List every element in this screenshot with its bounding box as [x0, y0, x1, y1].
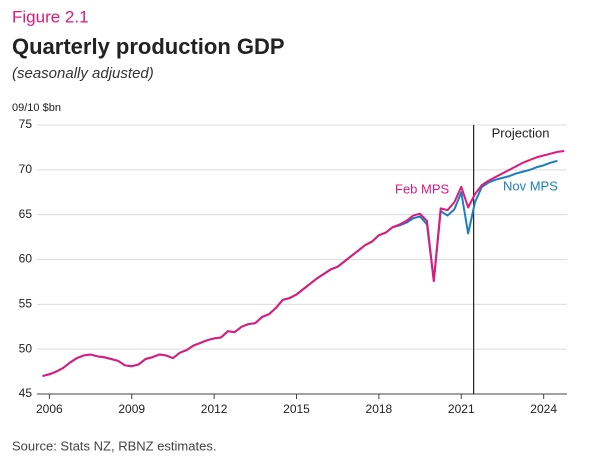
x-tick-label: 2024 [530, 402, 557, 416]
figure-label: Figure 2.1 [12, 7, 89, 26]
y-tick-label: 75 [19, 117, 33, 131]
x-tick-label: 2021 [448, 402, 475, 416]
projection-label: Projection [492, 125, 550, 140]
chart-title: Quarterly production GDP [12, 34, 285, 59]
series-line [42, 150, 565, 378]
y-tick-label: 45 [19, 386, 33, 400]
y-tick-label: 50 [19, 341, 33, 355]
source-note: Source: Stats NZ, RBNZ estimates. [12, 438, 216, 453]
x-tick-label: 2009 [118, 402, 145, 416]
x-tick-label: 2018 [366, 402, 393, 416]
chart-subtitle: (seasonally adjusted) [12, 65, 154, 82]
series-line [42, 159, 558, 378]
x-tick-label: 2012 [201, 402, 228, 416]
y-tick-label: 60 [19, 252, 33, 266]
y-tick-label: 70 [19, 162, 33, 176]
x-tick-label: 2006 [36, 402, 63, 416]
series-label: Feb MPS [395, 181, 450, 196]
x-tick-label: 2015 [283, 402, 310, 416]
y-tick-label: 55 [19, 297, 33, 311]
y-axis-label: 09/10 $bn [12, 102, 61, 114]
series-label: Nov MPS [503, 178, 558, 193]
y-tick-label: 65 [19, 207, 33, 221]
